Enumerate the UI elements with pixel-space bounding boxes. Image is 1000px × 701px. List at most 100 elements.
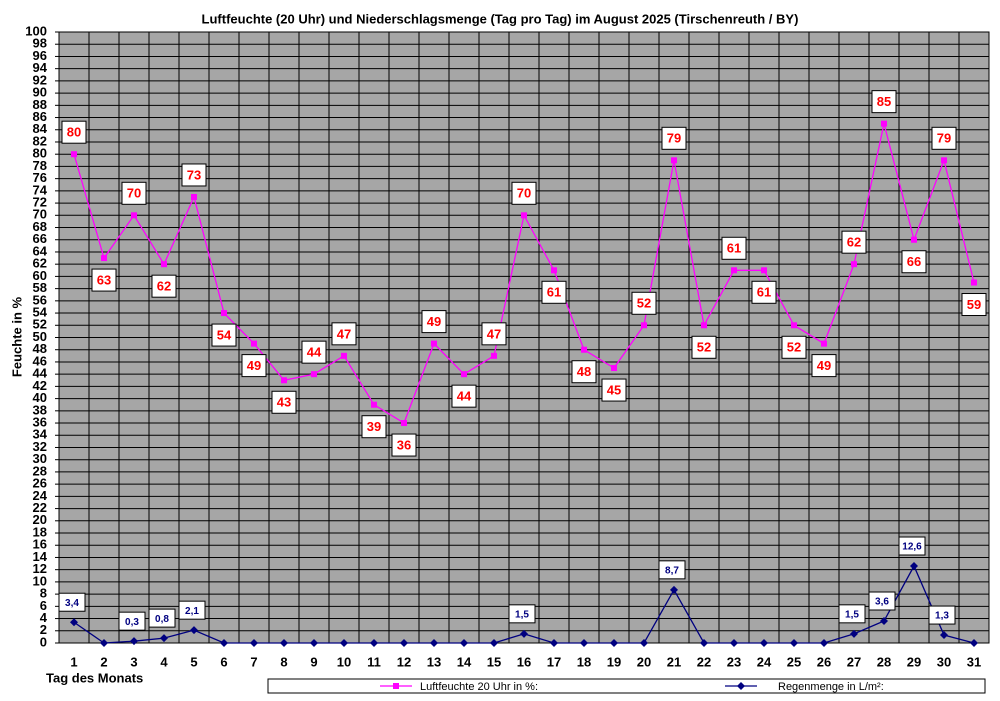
x-tick-label: 2 — [100, 654, 107, 669]
y-tick-label: 96 — [33, 48, 47, 63]
point — [521, 212, 527, 219]
point — [910, 562, 918, 571]
y-tick-label: 12 — [33, 561, 47, 576]
data-label: 3,6 — [875, 597, 889, 608]
x-tick-label: 19 — [607, 654, 621, 669]
y-tick-label: 84 — [33, 121, 48, 136]
y-tick-label: 64 — [33, 243, 48, 258]
x-tick-label: 7 — [250, 654, 257, 669]
data-label: 43 — [277, 395, 291, 410]
data-label: 52 — [637, 296, 651, 311]
x-tick-label: 30 — [937, 654, 951, 669]
x-tick-label: 21 — [667, 654, 681, 669]
data-label: 66 — [907, 254, 921, 269]
data-label: 79 — [667, 131, 681, 146]
y-tick-label: 100 — [25, 23, 47, 38]
y-tick-label: 16 — [33, 537, 47, 552]
data-label-box — [241, 354, 267, 378]
data-label-box — [271, 390, 297, 414]
y-tick-label: 26 — [33, 476, 47, 491]
point — [131, 212, 137, 219]
legend-marker — [737, 682, 745, 690]
point — [431, 340, 437, 347]
point — [221, 310, 227, 317]
y-tick-label: 98 — [33, 36, 47, 51]
point — [970, 639, 978, 647]
point — [940, 631, 948, 640]
point — [790, 639, 798, 647]
point — [820, 639, 828, 647]
data-label: 1,5 — [515, 609, 529, 620]
data-label-box — [571, 360, 597, 384]
point — [341, 352, 347, 359]
point — [401, 420, 407, 427]
data-label: 45 — [607, 382, 621, 397]
y-tick-label: 18 — [33, 524, 47, 539]
legend — [267, 678, 986, 694]
point — [670, 585, 678, 594]
data-label-box — [691, 335, 717, 359]
y-tick-label: 30 — [33, 451, 47, 466]
point — [430, 639, 438, 647]
point — [580, 639, 588, 647]
data-label: 61 — [727, 241, 741, 256]
data-label-box — [421, 310, 447, 334]
x-tick-label: 28 — [877, 654, 891, 669]
point — [730, 639, 738, 647]
point — [400, 639, 408, 647]
y-tick-label: 56 — [33, 292, 47, 307]
data-label-box — [511, 181, 537, 205]
data-label-box — [481, 322, 507, 346]
x-tick-label: 22 — [697, 654, 711, 669]
x-tick-label: 24 — [757, 654, 772, 669]
data-label: 49 — [247, 358, 261, 373]
data-label-box — [58, 592, 86, 612]
x-tick-label: 27 — [847, 654, 861, 669]
point — [551, 267, 557, 274]
data-label: 1,3 — [935, 611, 949, 622]
y-tick-label: 2 — [40, 622, 47, 637]
data-label: 48 — [577, 364, 591, 379]
y-tick-label: 72 — [33, 195, 47, 210]
y-tick-label: 22 — [33, 500, 47, 515]
data-label: 49 — [817, 358, 831, 373]
data-label: 61 — [547, 285, 561, 300]
y-tick-label: 90 — [33, 85, 47, 100]
x-tick-label: 16 — [517, 654, 531, 669]
y-tick-label: 68 — [33, 219, 47, 234]
x-tick-label: 6 — [220, 654, 227, 669]
point — [100, 639, 108, 647]
y-tick-label: 74 — [33, 182, 48, 197]
data-label: 61 — [757, 285, 771, 300]
point — [881, 120, 887, 127]
point — [220, 639, 228, 647]
x-tick-label: 14 — [457, 654, 472, 669]
point — [281, 377, 287, 384]
x-tick-label: 3 — [130, 654, 137, 669]
point — [491, 352, 497, 359]
data-label: 3,4 — [65, 598, 79, 609]
y-tick-label: 70 — [33, 207, 47, 222]
point — [880, 617, 888, 626]
point — [161, 261, 167, 268]
data-label: 73 — [187, 167, 201, 182]
point — [250, 639, 258, 647]
data-label-box — [838, 604, 866, 624]
x-tick-label: 5 — [190, 654, 197, 669]
data-label-box — [898, 536, 926, 556]
point — [581, 346, 587, 353]
data-label: 85 — [877, 94, 891, 109]
x-tick-label: 17 — [547, 654, 561, 669]
y-tick-label: 78 — [33, 158, 47, 173]
data-label-box — [928, 605, 956, 625]
point — [311, 371, 317, 378]
data-label-box — [541, 280, 567, 304]
point — [251, 340, 257, 347]
y-tick-label: 14 — [33, 549, 48, 564]
y-axis-label: Feuchte in % — [9, 296, 24, 377]
point — [340, 639, 348, 647]
point — [280, 639, 288, 647]
y-tick-label: 86 — [33, 109, 47, 124]
data-label-box — [211, 323, 237, 347]
data-label-box — [658, 560, 686, 580]
